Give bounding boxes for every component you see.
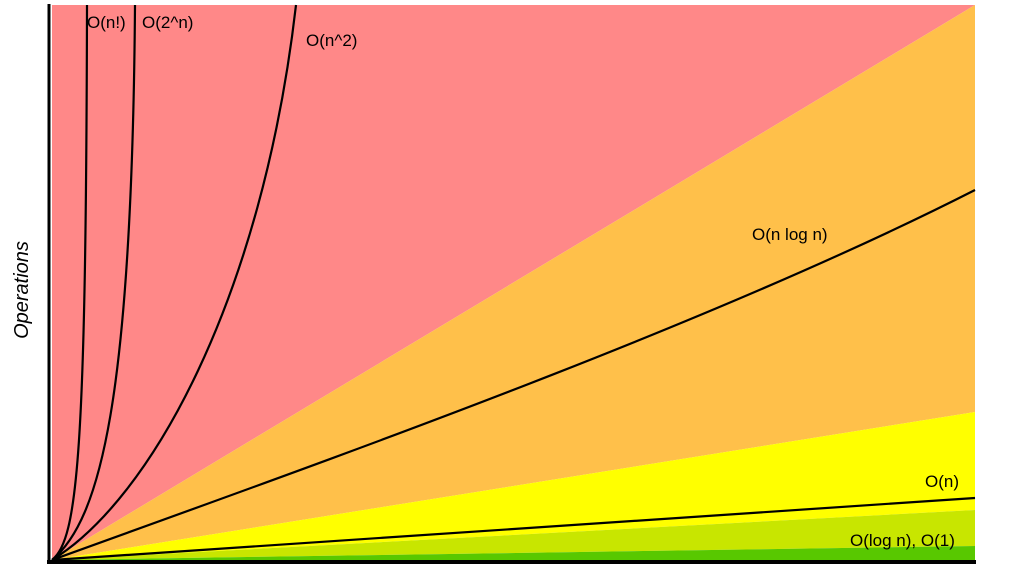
curve-label: O(log n), O(1) xyxy=(850,531,955,550)
curve-quadratic xyxy=(51,4,298,561)
region-fair xyxy=(52,412,975,560)
curve-exponential xyxy=(51,4,137,561)
curve-factorial xyxy=(51,4,89,561)
curve-linearithmic xyxy=(51,189,976,562)
region-excellent xyxy=(52,546,975,560)
y-axis-label: Operations xyxy=(11,241,33,339)
curve-linear xyxy=(51,496,976,562)
region-good xyxy=(52,510,975,560)
curve-label: O(n^2) xyxy=(306,31,357,50)
curve-label: O(n log n) xyxy=(752,225,828,244)
curve-label: O(n) xyxy=(925,472,959,491)
curve-label: O(n!) xyxy=(87,13,126,32)
region-bad xyxy=(52,5,975,560)
curve-label: O(2^n) xyxy=(142,13,193,32)
